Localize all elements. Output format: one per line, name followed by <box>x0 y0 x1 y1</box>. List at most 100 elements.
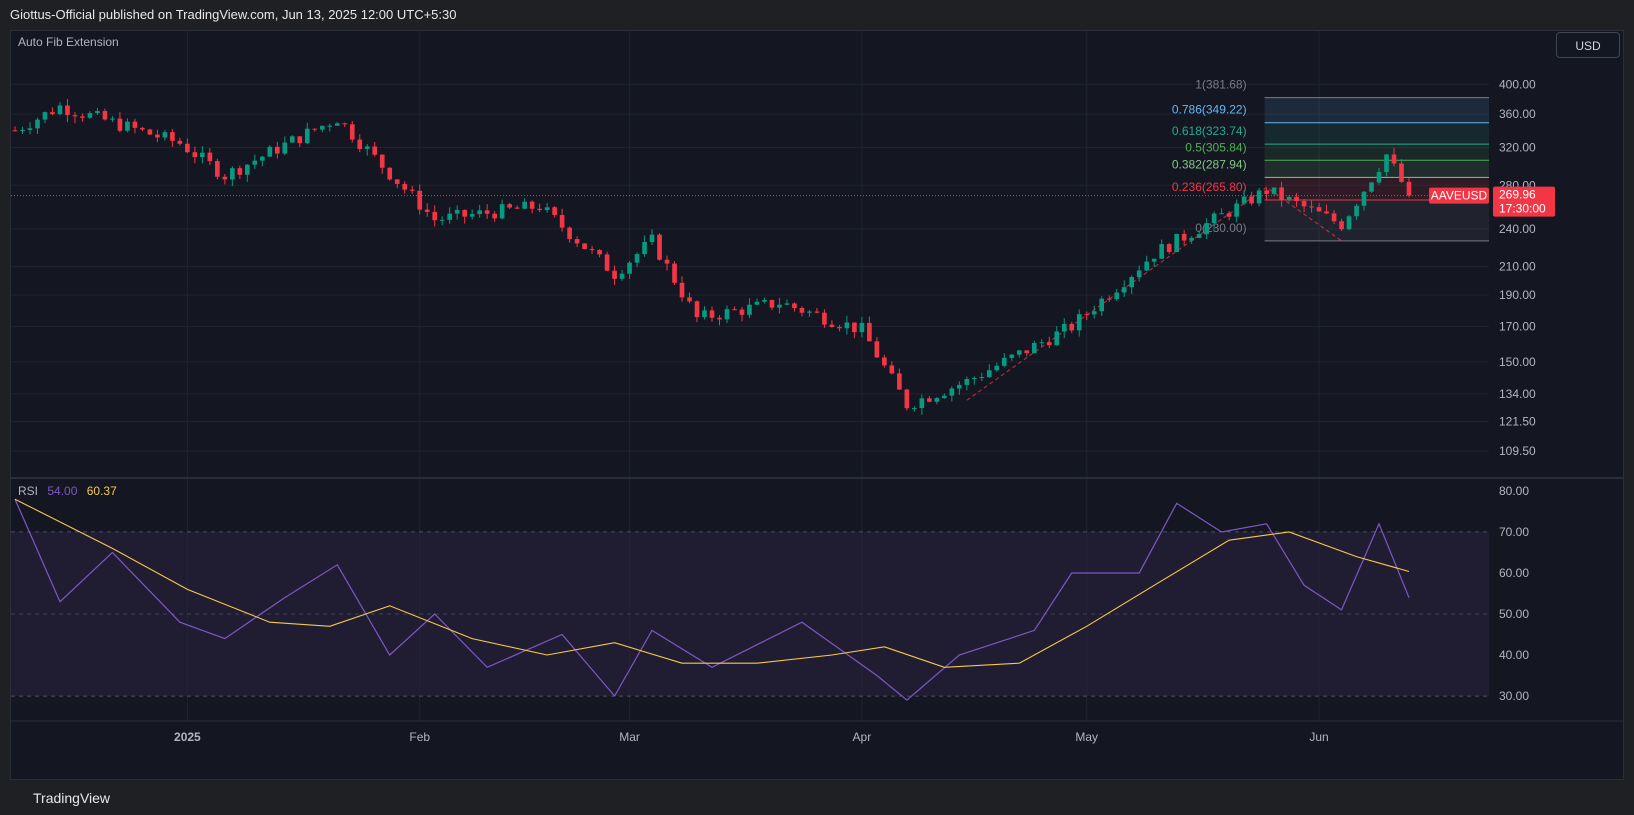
candle <box>1024 350 1030 357</box>
candle <box>417 184 423 215</box>
candle <box>1009 353 1015 362</box>
currency-selector-button[interactable]: USD <box>1556 32 1620 58</box>
candle-body <box>200 152 205 158</box>
candle <box>986 364 992 378</box>
candle <box>102 108 108 121</box>
candle-body <box>1219 213 1224 215</box>
candle <box>822 309 827 328</box>
candle <box>147 128 153 135</box>
candle <box>349 120 355 143</box>
candle-body <box>784 303 790 305</box>
candle-body <box>1046 342 1052 346</box>
candle-body <box>387 167 393 180</box>
candle <box>252 154 258 169</box>
candle <box>1249 191 1254 206</box>
candle <box>709 306 715 322</box>
candle <box>155 129 160 143</box>
candle-body <box>927 398 932 402</box>
candle <box>1061 318 1067 339</box>
candle <box>964 376 970 391</box>
grid-lines <box>11 31 1623 721</box>
fib-trend-line <box>966 186 1342 401</box>
candle-body <box>799 308 805 313</box>
candle <box>259 155 265 167</box>
candle <box>177 137 183 146</box>
candle-body <box>1091 311 1097 315</box>
candle-body <box>259 156 265 161</box>
candle-body <box>364 146 370 149</box>
candle-body <box>664 259 670 264</box>
candle <box>1174 233 1179 253</box>
rsi-line <box>14 498 1410 701</box>
candle <box>162 129 168 141</box>
candle-body <box>1076 314 1082 331</box>
candle-body <box>95 111 100 114</box>
candle-body <box>327 125 333 127</box>
candle <box>1279 181 1284 207</box>
last-price-badge-bg <box>1493 186 1555 217</box>
candle <box>717 315 722 326</box>
candle <box>1361 190 1367 211</box>
candle <box>192 146 198 164</box>
candle <box>642 235 647 257</box>
candle <box>859 316 865 338</box>
candle <box>1309 200 1314 213</box>
candle-body <box>867 322 872 342</box>
chart-frame[interactable]: 1(381.68) 0.786(349.22) 0.618(323.74) 0.5(3… <box>10 30 1624 780</box>
publisher-line: Giottus-Official published on TradingVie… <box>10 7 457 22</box>
candle-body <box>1384 154 1389 173</box>
candle <box>514 205 520 209</box>
candle-body <box>1121 287 1127 293</box>
candle-body <box>1271 187 1277 194</box>
fib-level-label: 0.786(349.22) <box>1172 103 1247 117</box>
candle-body <box>1256 190 1262 204</box>
candle-body <box>874 341 880 358</box>
candle <box>1129 275 1135 294</box>
candle-body <box>1376 172 1382 183</box>
candle-body <box>477 210 482 215</box>
candle <box>897 368 902 390</box>
candle-body <box>1294 196 1299 202</box>
candle <box>65 98 70 123</box>
candle-body <box>297 136 303 144</box>
candle-body <box>342 123 348 125</box>
candle <box>679 276 685 302</box>
candle-body <box>155 134 160 138</box>
time-tick-label: Apr <box>853 730 872 744</box>
candle-body <box>35 119 40 129</box>
candle-body <box>739 309 745 315</box>
candle-body <box>454 209 460 214</box>
candle <box>87 111 93 119</box>
price-tick-label: 240.00 <box>1499 222 1536 236</box>
symbol-badge: AAVEUSD <box>1431 189 1488 203</box>
candle-body <box>612 270 617 279</box>
candle <box>1001 353 1007 368</box>
candle-body <box>215 161 220 177</box>
candle <box>379 154 385 175</box>
candle <box>57 102 63 116</box>
candle <box>687 292 692 304</box>
candle <box>754 298 760 306</box>
candle <box>492 211 497 222</box>
candle-body <box>882 357 887 366</box>
candle <box>1181 229 1187 245</box>
candle-body <box>147 129 153 135</box>
candle-body <box>170 132 175 141</box>
candle <box>694 300 700 323</box>
candle-body <box>469 214 475 217</box>
candle-body <box>379 154 385 168</box>
rsi-legend[interactable]: RSI 54.00 60.37 <box>18 484 117 498</box>
indicator-title[interactable]: Auto Fib Extension <box>18 35 119 49</box>
candle <box>1091 305 1097 319</box>
candle-body <box>1009 354 1015 358</box>
candle-body <box>837 327 842 329</box>
chart-canvas[interactable]: 1(381.68) 0.786(349.22) 0.618(323.74) 0.5(3… <box>11 31 1623 779</box>
candle-body <box>1324 211 1329 214</box>
candle <box>42 111 48 124</box>
candle <box>289 135 295 143</box>
candle-body <box>769 299 775 308</box>
candle-body <box>507 204 512 208</box>
candle <box>1159 239 1165 259</box>
tradingview-brand[interactable]: TradingView <box>33 790 111 806</box>
time-tick-label: May <box>1075 730 1098 744</box>
